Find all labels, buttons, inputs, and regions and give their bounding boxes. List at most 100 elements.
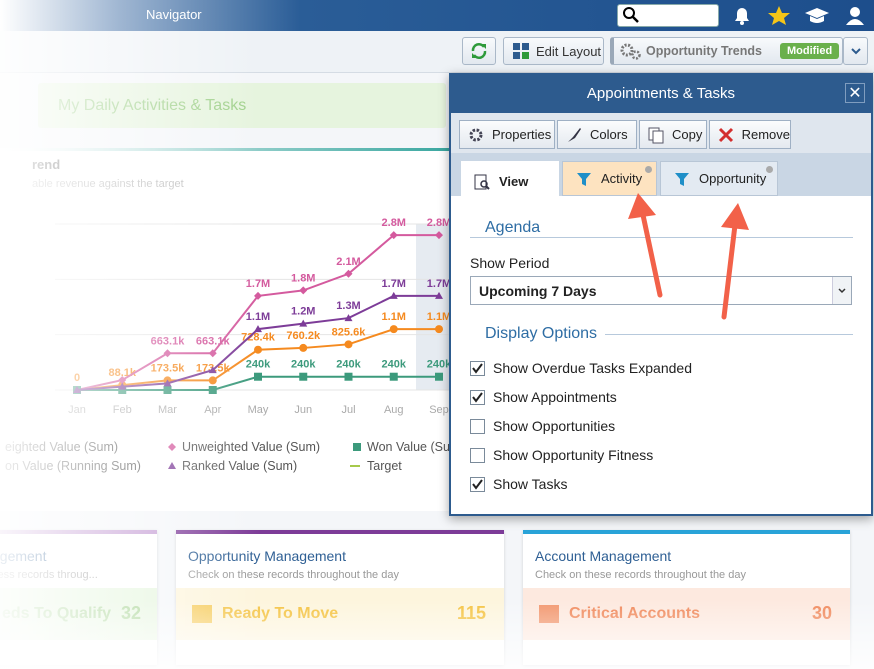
annotation-arrows bbox=[628, 193, 749, 320]
card-item: Ready To Move bbox=[222, 605, 339, 622]
data-label: 2.1M bbox=[336, 256, 360, 268]
point bbox=[299, 343, 308, 352]
gears-icon bbox=[620, 43, 641, 60]
option-label: Show Appointments bbox=[493, 389, 617, 405]
tab[interactable]: View bbox=[461, 161, 559, 202]
x-tick-label: Sep bbox=[429, 404, 449, 416]
data-label: 240k bbox=[382, 359, 407, 371]
bell-icon[interactable] bbox=[735, 8, 749, 25]
x-tick-label: Mar bbox=[158, 404, 177, 416]
dialog-button[interactable]: Colors bbox=[557, 120, 637, 149]
refresh-button[interactable] bbox=[462, 37, 496, 65]
tab-icon bbox=[474, 174, 490, 190]
legend-marker bbox=[168, 462, 176, 469]
button-icon bbox=[469, 128, 483, 141]
activity-tab[interactable]: My Daily Activities & Tasks bbox=[38, 83, 446, 128]
tab-label: Activity bbox=[601, 171, 643, 186]
card-title: Opportunity Management bbox=[188, 548, 346, 564]
legend-label: on Value (Running Sum) bbox=[5, 459, 141, 473]
tab-label: My Daily Activities & Tasks bbox=[58, 97, 247, 114]
cap-icon[interactable] bbox=[805, 8, 829, 23]
button-label: Colors bbox=[590, 127, 628, 142]
search-icon bbox=[623, 7, 639, 23]
data-label: 0 bbox=[74, 372, 80, 384]
chevron-icon bbox=[838, 288, 846, 294]
data-label: 240k bbox=[427, 359, 449, 371]
dropdown-button[interactable] bbox=[843, 37, 868, 65]
checkbox[interactable] bbox=[470, 419, 485, 434]
chart: rend able revenue against the target Jan… bbox=[5, 157, 449, 473]
button-label: Properties bbox=[492, 127, 552, 142]
x-tick-label: Jan bbox=[68, 404, 86, 416]
tab-icon bbox=[675, 172, 689, 186]
dialog-button[interactable]: Copy bbox=[639, 120, 707, 149]
button-icon bbox=[718, 127, 734, 142]
button-label: Edit Layout bbox=[536, 43, 602, 59]
legend-marker bbox=[353, 443, 361, 451]
card-subtitle: cess records throug... bbox=[0, 569, 98, 581]
point bbox=[389, 231, 398, 240]
card-band[interactable]: eds To Qualify 32 bbox=[0, 588, 157, 640]
section-title: Agenda bbox=[470, 219, 549, 237]
point bbox=[435, 325, 443, 334]
card-band[interactable]: Ready To Move 115 bbox=[176, 588, 504, 640]
app-title: Navigator bbox=[146, 7, 202, 22]
tab[interactable]: Activity bbox=[562, 161, 657, 196]
data-label: 1.1M bbox=[382, 311, 406, 323]
tab-icon bbox=[577, 172, 591, 186]
data-label: 240k bbox=[246, 359, 271, 371]
checkbox[interactable] bbox=[470, 361, 485, 376]
point bbox=[299, 372, 308, 381]
button-label: Copy bbox=[672, 127, 703, 142]
field-label: Show Period bbox=[470, 255, 550, 271]
tab-label: View bbox=[499, 174, 529, 189]
checkbox[interactable] bbox=[470, 390, 485, 405]
card-subtitle: Check on these records throughout the da… bbox=[535, 569, 746, 581]
dashboard-selector[interactable]: Opportunity Trends Modified bbox=[610, 37, 843, 65]
data-label: 663.1k bbox=[151, 335, 186, 347]
legend-label: Won Value (Su bbox=[367, 440, 449, 454]
check-mark bbox=[472, 479, 483, 490]
data-label: 825.6k bbox=[332, 326, 367, 338]
card: agement cess records throug... eds To Qual… bbox=[0, 530, 157, 665]
checkbox[interactable] bbox=[470, 477, 485, 492]
period-select[interactable]: Upcoming 7 Days bbox=[470, 276, 852, 305]
point bbox=[344, 340, 353, 349]
legend-marker bbox=[168, 443, 176, 451]
point bbox=[435, 372, 443, 381]
star-icon[interactable] bbox=[768, 6, 790, 25]
point bbox=[208, 386, 217, 394]
data-label: 728.4k bbox=[241, 332, 276, 344]
close-button[interactable]: ✕ bbox=[845, 83, 865, 103]
card-count: 115 bbox=[456, 603, 486, 623]
select-arrow bbox=[832, 277, 851, 304]
tab[interactable]: Opportunity bbox=[660, 161, 778, 196]
x-tick-label: Jun bbox=[294, 404, 312, 416]
x-tick-label: Apr bbox=[204, 404, 221, 416]
card-icon bbox=[192, 605, 212, 623]
checkbox[interactable] bbox=[470, 448, 485, 463]
user-icon[interactable] bbox=[846, 7, 864, 25]
point bbox=[163, 386, 172, 394]
point bbox=[344, 269, 353, 278]
card-band[interactable]: Critical Accounts 30 bbox=[523, 588, 850, 640]
x-tick-label: Jul bbox=[341, 404, 355, 416]
data-label: 240k bbox=[291, 359, 316, 371]
dialog-button[interactable]: Properties bbox=[459, 120, 555, 149]
search-box[interactable] bbox=[617, 4, 719, 27]
legend-label: Target bbox=[367, 459, 402, 473]
data-label: 1.7M bbox=[246, 278, 270, 290]
data-label: 1.1M bbox=[246, 311, 270, 323]
data-label: 2.8M bbox=[427, 217, 449, 229]
dialog-button[interactable]: Remove bbox=[709, 120, 791, 149]
point bbox=[299, 286, 308, 295]
point bbox=[208, 376, 217, 385]
edit-layout-button[interactable]: Edit Layout bbox=[503, 37, 604, 65]
point bbox=[254, 372, 262, 381]
dialog-title: Appointments & Tasks bbox=[451, 75, 871, 113]
option-label: Show Opportunity Fitness bbox=[493, 447, 654, 463]
point bbox=[435, 231, 443, 240]
card-item: eds To Qualify bbox=[2, 605, 112, 622]
card-icon bbox=[539, 605, 559, 623]
